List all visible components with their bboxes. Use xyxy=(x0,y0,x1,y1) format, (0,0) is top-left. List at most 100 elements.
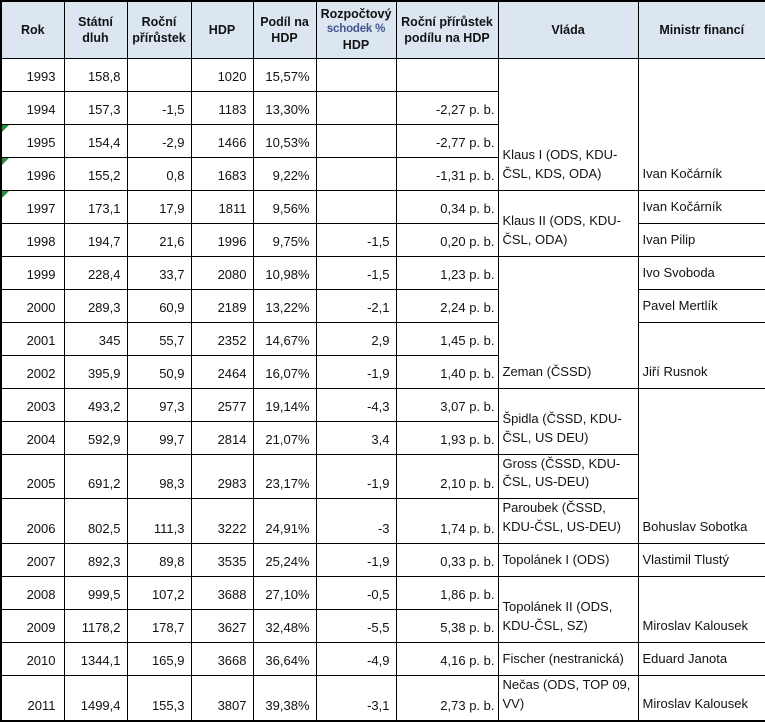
debt-cell[interactable]: 155,2 xyxy=(63,156,128,191)
share-increase-cell[interactable]: 1,93 p. b. xyxy=(395,420,499,455)
increase-cell[interactable] xyxy=(126,57,192,92)
debt-cell[interactable]: 493,2 xyxy=(63,387,128,422)
share-cell[interactable]: 27,10% xyxy=(252,575,317,610)
gdp-cell[interactable]: 2577 xyxy=(190,387,254,422)
debt-cell[interactable]: 194,7 xyxy=(63,222,128,257)
minister-cell[interactable]: Miroslav Kalousek xyxy=(637,674,765,722)
gdp-cell[interactable]: 2464 xyxy=(190,354,254,389)
increase-cell[interactable]: 97,3 xyxy=(126,387,192,422)
share-cell[interactable]: 23,17% xyxy=(252,453,317,500)
debt-cell[interactable]: 691,2 xyxy=(63,453,128,500)
header-cell-vlada[interactable]: Vláda xyxy=(497,0,639,59)
year-cell[interactable]: 2003 xyxy=(0,387,65,422)
increase-cell[interactable]: 17,9 xyxy=(126,189,192,224)
increase-cell[interactable]: 99,7 xyxy=(126,420,192,455)
increase-cell[interactable]: 165,9 xyxy=(126,641,192,676)
minister-cell[interactable]: Vlastimil Tlustý xyxy=(637,542,765,577)
gdp-cell[interactable]: 1466 xyxy=(190,123,254,158)
share-increase-cell[interactable]: 1,86 p. b. xyxy=(395,575,499,610)
deficit-cell[interactable]: -3 xyxy=(315,498,397,544)
gdp-cell[interactable]: 3807 xyxy=(190,674,254,722)
government-cell[interactable]: Fischer (nestranická) xyxy=(497,641,639,676)
header-cell-prirustek-podilu[interactable]: Roční přírůstek podílu na HDP xyxy=(395,0,499,59)
debt-cell[interactable]: 345 xyxy=(63,321,128,356)
government-cell[interactable]: Paroubek (ČSSD, KDU-ČSL, US-DEU) xyxy=(497,498,639,544)
deficit-cell[interactable] xyxy=(315,90,397,125)
deficit-cell[interactable]: -3,1 xyxy=(315,674,397,722)
share-increase-cell[interactable]: 2,10 p. b. xyxy=(395,453,499,500)
gdp-cell[interactable]: 1683 xyxy=(190,156,254,191)
share-increase-cell[interactable]: 0,33 p. b. xyxy=(395,542,499,577)
increase-cell[interactable]: 60,9 xyxy=(126,288,192,323)
deficit-cell[interactable]: -1,5 xyxy=(315,222,397,257)
minister-cell[interactable]: Pavel Mertlík xyxy=(637,288,765,323)
increase-cell[interactable]: -1,5 xyxy=(126,90,192,125)
gdp-cell[interactable]: 2814 xyxy=(190,420,254,455)
debt-cell[interactable]: 395,9 xyxy=(63,354,128,389)
share-increase-cell[interactable]: 1,40 p. b. xyxy=(395,354,499,389)
year-cell[interactable]: 2001 xyxy=(0,321,65,356)
debt-cell[interactable]: 228,4 xyxy=(63,255,128,290)
debt-cell[interactable]: 173,1 xyxy=(63,189,128,224)
share-increase-cell[interactable]: 1,45 p. b. xyxy=(395,321,499,356)
gdp-cell[interactable]: 2189 xyxy=(190,288,254,323)
deficit-cell[interactable] xyxy=(315,57,397,92)
gdp-cell[interactable]: 3222 xyxy=(190,498,254,544)
deficit-cell[interactable] xyxy=(315,189,397,224)
share-cell[interactable]: 13,22% xyxy=(252,288,317,323)
debt-cell[interactable]: 157,3 xyxy=(63,90,128,125)
government-cell[interactable]: Špidla (ČSSD, KDU-ČSL, US DEU) xyxy=(497,387,639,455)
share-cell[interactable]: 10,98% xyxy=(252,255,317,290)
year-cell[interactable]: 1998 xyxy=(0,222,65,257)
gdp-cell[interactable]: 1996 xyxy=(190,222,254,257)
debt-cell[interactable]: 1344,1 xyxy=(63,641,128,676)
increase-cell[interactable]: 178,7 xyxy=(126,608,192,643)
minister-cell[interactable]: Ivo Svoboda xyxy=(637,255,765,290)
gdp-cell[interactable]: 3688 xyxy=(190,575,254,610)
debt-cell[interactable]: 802,5 xyxy=(63,498,128,544)
increase-cell[interactable]: 89,8 xyxy=(126,542,192,577)
share-cell[interactable]: 19,14% xyxy=(252,387,317,422)
share-cell[interactable]: 36,64% xyxy=(252,641,317,676)
year-cell[interactable]: 2000 xyxy=(0,288,65,323)
share-increase-cell[interactable]: 5,38 p. b. xyxy=(395,608,499,643)
increase-cell[interactable]: 155,3 xyxy=(126,674,192,722)
year-cell[interactable]: 2005 xyxy=(0,453,65,500)
share-increase-cell[interactable]: 1,23 p. b. xyxy=(395,255,499,290)
year-cell[interactable]: 2009 xyxy=(0,608,65,643)
debt-cell[interactable]: 158,8 xyxy=(63,57,128,92)
deficit-cell[interactable]: -5,5 xyxy=(315,608,397,643)
gdp-cell[interactable]: 1183 xyxy=(190,90,254,125)
increase-cell[interactable]: 55,7 xyxy=(126,321,192,356)
share-cell[interactable]: 9,22% xyxy=(252,156,317,191)
deficit-cell[interactable]: 3,4 xyxy=(315,420,397,455)
share-cell[interactable]: 15,57% xyxy=(252,57,317,92)
deficit-cell[interactable]: -4,3 xyxy=(315,387,397,422)
share-cell[interactable]: 16,07% xyxy=(252,354,317,389)
year-cell[interactable]: 1993 xyxy=(0,57,65,92)
deficit-cell[interactable]: -2,1 xyxy=(315,288,397,323)
gdp-cell[interactable]: 1811 xyxy=(190,189,254,224)
share-increase-cell[interactable]: -2,77 p. b. xyxy=(395,123,499,158)
increase-cell[interactable]: 21,6 xyxy=(126,222,192,257)
increase-cell[interactable]: 50,9 xyxy=(126,354,192,389)
minister-cell[interactable]: Ivan Kočárník xyxy=(637,189,765,224)
gdp-cell[interactable]: 3668 xyxy=(190,641,254,676)
increase-cell[interactable]: 33,7 xyxy=(126,255,192,290)
deficit-cell[interactable]: -1,9 xyxy=(315,542,397,577)
header-cell-statni-dluh[interactable]: Státní dluh xyxy=(63,0,128,59)
share-increase-cell[interactable]: 0,20 p. b. xyxy=(395,222,499,257)
header-cell-hdp[interactable]: HDP xyxy=(190,0,254,59)
gdp-cell[interactable]: 3535 xyxy=(190,542,254,577)
debt-cell[interactable]: 1499,4 xyxy=(63,674,128,722)
header-cell-ministr-financi[interactable]: Ministr financí xyxy=(637,0,765,59)
deficit-cell[interactable]: -0,5 xyxy=(315,575,397,610)
minister-cell[interactable]: Ivan Kočárník xyxy=(637,57,765,191)
debt-cell[interactable]: 154,4 xyxy=(63,123,128,158)
deficit-cell[interactable]: -1,9 xyxy=(315,354,397,389)
header-cell-rok[interactable]: Rok xyxy=(0,0,65,59)
government-cell[interactable]: Topolánek II (ODS, KDU-ČSL, SZ) xyxy=(497,575,639,643)
debt-cell[interactable]: 1178,2 xyxy=(63,608,128,643)
header-cell-rocni-prirustek[interactable]: Roční přírůstek xyxy=(126,0,192,59)
government-cell[interactable]: Gross (ČSSD, KDU-ČSL, US-DEU) xyxy=(497,453,639,500)
